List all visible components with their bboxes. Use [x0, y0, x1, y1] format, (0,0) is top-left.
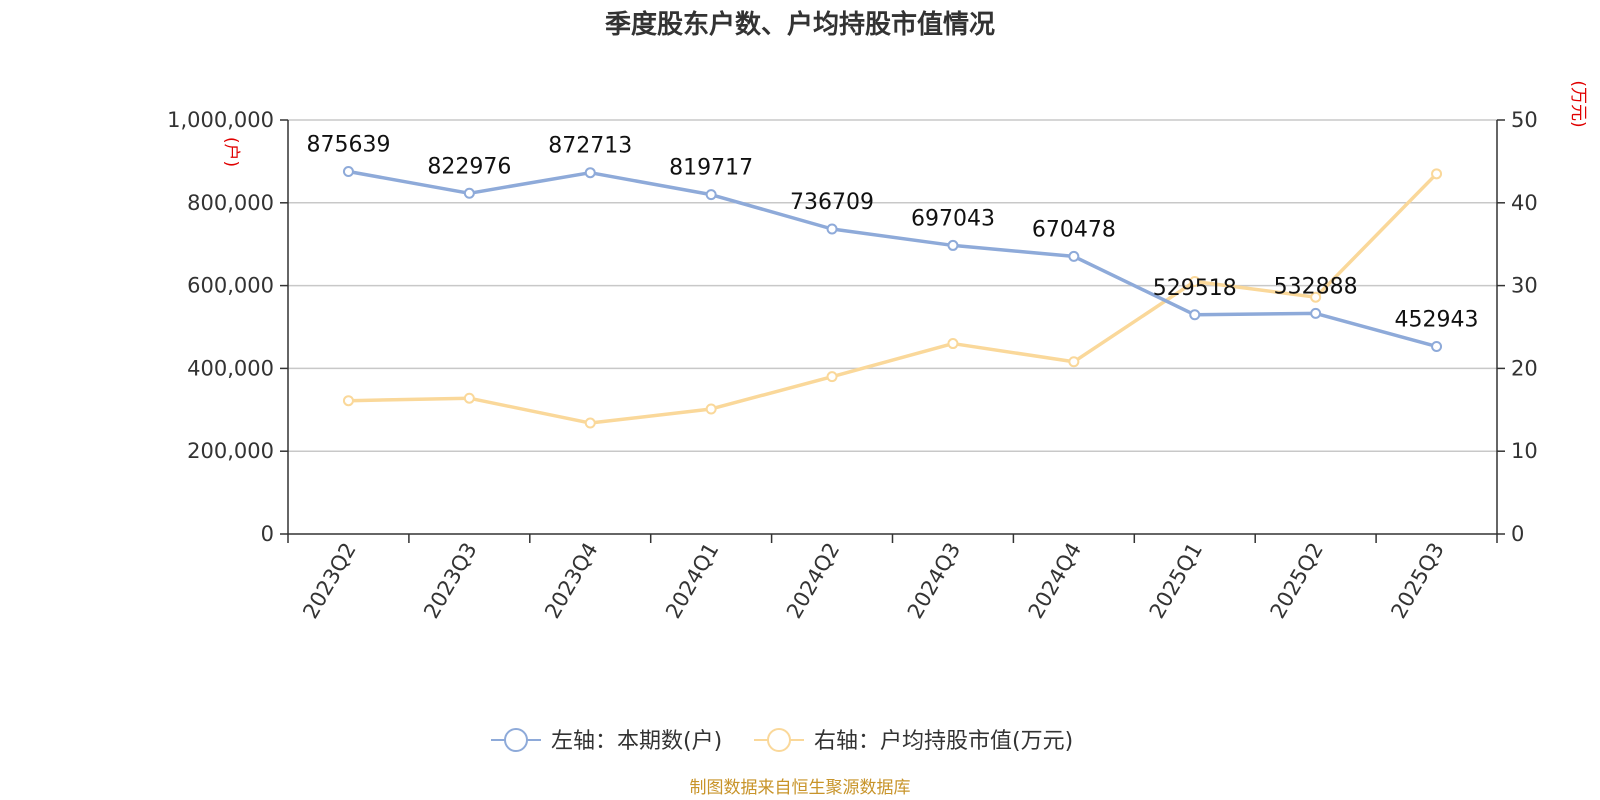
- legend: 左轴：本期数(户) 右轴：户均持股市值(万元): [491, 728, 1073, 754]
- series-shareholder-count: [342, 165, 1443, 352]
- series-avg-market-value: [342, 168, 1443, 429]
- data-label: 736709: [790, 190, 874, 215]
- left-tick-label: 800,000: [187, 191, 274, 215]
- data-label: 697043: [911, 206, 995, 231]
- data-point[interactable]: [705, 403, 717, 415]
- x-tick-label: 2024Q2: [782, 539, 844, 623]
- x-tick-label: 2023Q4: [540, 539, 602, 623]
- x-tick-label: 2024Q1: [661, 539, 723, 623]
- data-point[interactable]: [1310, 307, 1322, 319]
- right-tick-label: 0: [1511, 522, 1524, 546]
- data-label: 532888: [1274, 274, 1358, 299]
- right-tick-label: 50: [1511, 108, 1538, 132]
- data-point[interactable]: [947, 338, 959, 350]
- legend-marker-icon: [504, 728, 528, 752]
- data-point[interactable]: [584, 167, 596, 179]
- series-line: [348, 172, 1438, 425]
- data-point[interactable]: [947, 239, 959, 251]
- data-label: 875639: [306, 132, 390, 157]
- data-point[interactable]: [1310, 291, 1322, 303]
- series-line: [348, 169, 1438, 349]
- left-tick-label: 200,000: [187, 439, 274, 463]
- data-label: 819717: [669, 156, 753, 181]
- data-point[interactable]: [705, 189, 717, 201]
- data-point[interactable]: [1068, 356, 1080, 368]
- left-tick-label: 400,000: [187, 356, 274, 380]
- chart-title: 季度股东户数、户均持股市值情况: [605, 9, 995, 40]
- data-label: 452943: [1395, 307, 1479, 332]
- left-tick-label: 0: [261, 522, 274, 546]
- left-axis-ticks: 0 200,000 400,000 600,000 800,000 1,000,000: [167, 108, 288, 546]
- x-tick-label: 2025Q3: [1386, 539, 1448, 623]
- legend-label: 右轴：户均持股市值(万元): [814, 729, 1073, 754]
- legend-marker-icon: [767, 728, 791, 752]
- right-tick-label: 30: [1511, 274, 1538, 298]
- data-label: 822976: [427, 154, 511, 179]
- right-tick-label: 20: [1511, 356, 1538, 380]
- source-note: 制图数据来自恒生聚源数据库: [690, 778, 911, 798]
- data-label: 872713: [548, 134, 632, 159]
- x-tick-label: 2025Q1: [1145, 539, 1207, 623]
- data-point[interactable]: [1431, 168, 1443, 180]
- grid: [288, 119, 1497, 452]
- data-point[interactable]: [463, 392, 475, 404]
- data-label: 670478: [1032, 217, 1116, 242]
- right-axis-ticks: 0 10 20 30 40 50: [1497, 108, 1538, 546]
- x-tick-label: 2024Q3: [903, 538, 965, 622]
- right-tick-label: 40: [1511, 191, 1538, 215]
- data-point[interactable]: [1189, 275, 1201, 287]
- right-axis-unit: (万元): [1568, 80, 1588, 127]
- data-label: 529518: [1153, 276, 1237, 301]
- data-point[interactable]: [826, 371, 838, 383]
- legend-label: 左轴：本期数(户): [551, 729, 722, 754]
- right-tick-label: 10: [1511, 439, 1538, 463]
- data-point[interactable]: [1068, 250, 1080, 262]
- data-labels: 875639 822976 872713 819717 736709 697043 6704…: [306, 132, 1478, 332]
- x-tick-label: 2023Q3: [419, 539, 481, 623]
- data-point[interactable]: [342, 395, 354, 407]
- x-tick-label: 2023Q2: [298, 539, 360, 623]
- x-tick-label: 2025Q2: [1266, 539, 1328, 623]
- data-point[interactable]: [1189, 309, 1201, 321]
- legend-item-avg-market-value[interactable]: 右轴：户均持股市值(万元): [754, 728, 1073, 754]
- data-point[interactable]: [463, 187, 475, 199]
- left-tick-label: 600,000: [187, 274, 274, 298]
- data-point[interactable]: [584, 417, 596, 429]
- data-point[interactable]: [342, 165, 354, 177]
- left-tick-label: 1,000,000: [167, 108, 274, 132]
- data-point[interactable]: [826, 223, 838, 235]
- x-axis-ticks: 2023Q2 2023Q3 2023Q4 2024Q1 2024Q2 2024Q3 2024…: [287, 534, 1498, 623]
- left-axis-unit: (户): [221, 137, 241, 167]
- x-tick-label: 2024Q4: [1024, 539, 1086, 623]
- legend-item-shareholder-count[interactable]: 左轴：本期数(户): [491, 728, 722, 754]
- data-point[interactable]: [1431, 340, 1443, 352]
- axes: [287, 120, 1498, 535]
